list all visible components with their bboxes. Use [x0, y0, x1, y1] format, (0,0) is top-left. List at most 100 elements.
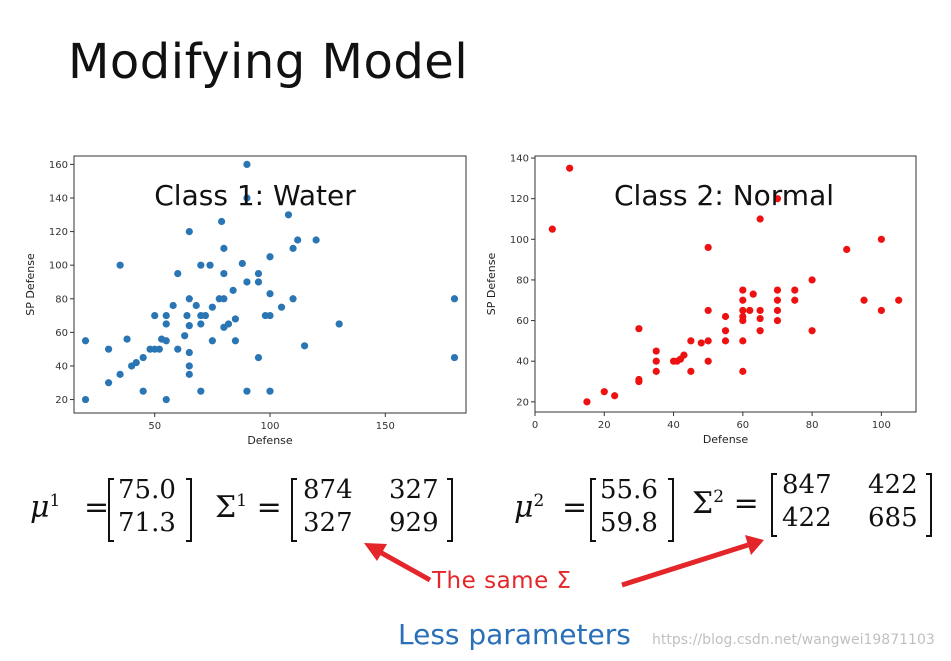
- mu2-equals: =: [562, 490, 588, 525]
- data-point: [704, 337, 712, 345]
- data-point: [739, 286, 747, 294]
- data-point: [181, 332, 189, 340]
- sigma1-matrix: 874 327 327 929: [291, 475, 453, 542]
- data-point: [192, 301, 200, 310]
- y-tick-label: 40: [55, 361, 68, 372]
- y-tick-label: 100: [49, 261, 68, 272]
- data-point: [756, 215, 764, 223]
- data-point: [197, 387, 205, 395]
- data-point: [284, 211, 293, 219]
- data-point: [860, 296, 868, 304]
- data-point: [277, 303, 286, 311]
- sigma2-symbol: Σ2 =: [692, 486, 759, 521]
- data-point: [169, 301, 177, 310]
- data-point: [756, 327, 764, 335]
- data-point: [746, 306, 754, 315]
- y-tick-label: 20: [55, 395, 68, 406]
- data-point: [721, 327, 730, 335]
- data-point: [843, 245, 851, 254]
- x-axis-label: Defense: [703, 433, 749, 446]
- y-axis-label: SP Defense: [485, 253, 498, 316]
- data-point: [652, 347, 660, 355]
- data-point: [231, 337, 240, 345]
- y-tick-label: 60: [516, 316, 529, 327]
- data-point: [697, 339, 705, 347]
- y-tick-label: 120: [510, 194, 529, 205]
- data-point: [773, 286, 782, 294]
- x-tick-label: 20: [598, 420, 611, 431]
- chart-title: Class 2: Normal: [614, 179, 834, 212]
- data-point: [635, 325, 643, 333]
- data-point: [206, 261, 214, 269]
- chart-class2-normal: 0 20 40 60 80 100 20 40 60 80 100 120 140 Defense SP D…: [485, 154, 917, 446]
- data-point: [600, 388, 608, 396]
- data-point: [877, 306, 885, 315]
- x-tick-label: 100: [872, 420, 891, 431]
- data-point: [739, 316, 747, 325]
- data-point: [773, 306, 782, 315]
- data-point: [162, 395, 170, 404]
- data-point: [185, 295, 193, 303]
- mu2-vector: 55.6 59.8: [590, 475, 674, 542]
- data-point: [739, 367, 747, 375]
- data-point: [877, 235, 885, 243]
- data-point: [162, 320, 170, 328]
- data-point: [294, 236, 302, 244]
- data-point: [704, 357, 712, 365]
- x-axis-label: Defense: [247, 434, 293, 447]
- mu1-value-1: 71.3: [118, 508, 176, 538]
- data-point: [756, 314, 764, 323]
- chart-title: Class 1: Water: [154, 179, 356, 212]
- data-point: [208, 337, 216, 345]
- sigma2-cell: 685: [868, 503, 918, 533]
- data-point: [243, 387, 251, 395]
- y-tick-label: 40: [516, 357, 529, 368]
- data-point: [81, 395, 90, 404]
- data-point: [266, 311, 274, 320]
- data-point: [791, 296, 799, 304]
- data-point: [808, 276, 816, 284]
- data-point: [139, 353, 147, 362]
- data-point: [174, 345, 182, 353]
- y-tick-label: 60: [55, 328, 68, 339]
- data-point: [721, 312, 730, 321]
- sigma1-cell: 327: [389, 475, 439, 505]
- y-tick-label: 20: [516, 397, 529, 408]
- data-point: [583, 398, 591, 406]
- mu2-value-1: 59.8: [600, 508, 658, 538]
- data-point: [450, 295, 459, 303]
- y-tick-label: 140: [49, 193, 68, 204]
- mu2-symbol: μ2: [514, 490, 545, 525]
- data-point: [739, 306, 747, 315]
- data-point: [229, 286, 237, 294]
- data-point: [238, 259, 246, 268]
- mu1-value-0: 75.0: [118, 475, 176, 505]
- sigma1-cell: 929: [389, 508, 439, 538]
- data-point: [791, 286, 799, 294]
- data-point: [704, 243, 712, 252]
- data-point: [197, 261, 205, 269]
- data-point: [739, 337, 747, 345]
- data-point: [243, 160, 251, 168]
- data-point: [254, 269, 263, 278]
- y-axis-label: SP Defense: [24, 253, 37, 316]
- chart-class1-water: 50 100 150 20 40 60 80 100 120 140 160 Defense SP De…: [24, 155, 467, 447]
- data-point: [680, 351, 688, 359]
- data-point: [224, 320, 233, 328]
- data-point: [162, 311, 170, 320]
- data-point: [208, 303, 216, 311]
- data-point: [217, 217, 226, 226]
- sigma1-cell: 327: [303, 508, 353, 538]
- data-point: [335, 320, 343, 328]
- sigma2-cell: 422: [868, 470, 918, 500]
- data-point: [266, 253, 274, 261]
- data-point: [197, 320, 205, 328]
- data-point: [104, 345, 113, 353]
- data-point: [312, 236, 320, 244]
- less-parameters-label: Less parameters: [398, 618, 631, 651]
- arrow-right: [621, 535, 764, 588]
- data-point: [116, 370, 124, 378]
- y-tick-label: 120: [49, 227, 68, 238]
- y-tick-label: 160: [49, 160, 68, 171]
